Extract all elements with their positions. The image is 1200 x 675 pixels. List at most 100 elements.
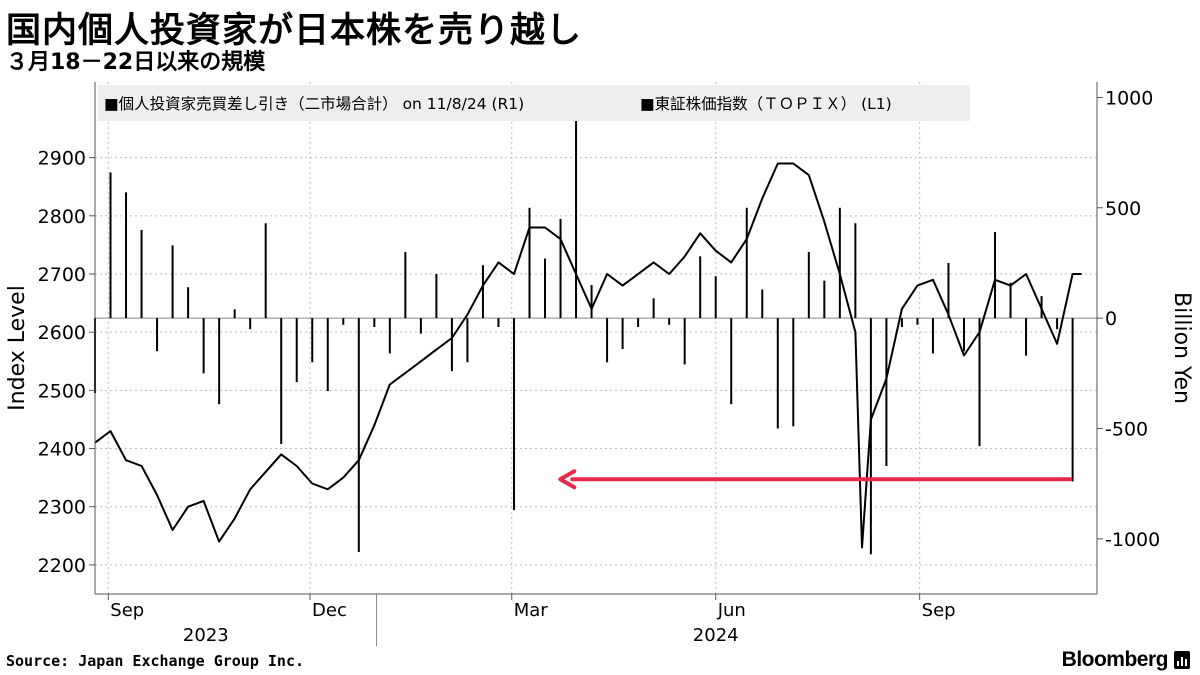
bar-mark: [435, 274, 438, 319]
bar-mark: [419, 318, 422, 334]
bar-mark: [357, 318, 360, 553]
left-tick-label: 2900: [38, 148, 86, 170]
line-series: [94, 162, 1082, 549]
bar-series: [94, 112, 1074, 555]
bar-mark: [326, 318, 329, 391]
x-tick-label: Mar: [514, 600, 549, 621]
legend-entry-bar: ■個人投資家売買差し引き（二市場合計） on 11/8/24 (R1): [104, 95, 524, 113]
bar-mark: [109, 172, 112, 319]
bar-mark: [931, 318, 934, 354]
right-axis-title: Billion Yen: [1169, 292, 1194, 404]
bar-mark: [838, 207, 841, 319]
bar-mark: [668, 318, 671, 325]
bar-mark: [295, 318, 298, 383]
bar-mark: [528, 207, 531, 319]
topix-line: [94, 162, 1082, 549]
left-arrow-icon: [558, 469, 577, 490]
bar-mark: [311, 318, 314, 363]
bar-mark: [233, 309, 236, 319]
bar-mark: [140, 229, 143, 319]
bar-mark: [792, 318, 795, 427]
right-tick-label: 1000: [1105, 87, 1153, 109]
bar-mark: [994, 232, 997, 319]
x-tick-label: Jun: [717, 600, 746, 621]
bar-mark: [280, 318, 283, 444]
year-label: 2024: [693, 625, 739, 646]
bar-mark: [512, 318, 515, 511]
bar-mark: [342, 318, 345, 325]
legend-box: [98, 85, 970, 121]
bar-mark: [1056, 318, 1059, 330]
bar-mark: [544, 258, 547, 319]
left-tick-label: 2300: [38, 497, 86, 519]
bar-mark: [450, 318, 453, 372]
bar-mark: [807, 251, 810, 319]
bar-mark: [652, 298, 655, 319]
bar-mark: [388, 318, 391, 354]
legend-entry-line: ■東証株価指数（ＴＯＰＩＸ） (L1): [640, 95, 892, 113]
bar-mark: [730, 318, 733, 405]
annotations: [558, 469, 1073, 490]
bar-mark: [699, 256, 702, 319]
bar-mark: [202, 318, 205, 374]
axes: 2200 2300 2400 2500 2600 2700 2800 2900 1000 500 0…: [5, 82, 1194, 646]
bar-mark: [466, 318, 469, 363]
bar-mark: [1009, 282, 1012, 319]
bar-mark: [404, 251, 407, 319]
bar-mark: [373, 318, 376, 327]
brand-logo: Bloomberg: [1061, 648, 1169, 671]
bar-mark: [125, 192, 128, 319]
bar-mark: [264, 223, 267, 319]
right-tick-label: -1000: [1105, 529, 1160, 551]
source-note: Source: Japan Exchange Group Inc.: [6, 652, 305, 670]
bar-mark: [156, 318, 159, 352]
bar-mark: [621, 318, 624, 350]
bar-mark: [187, 287, 190, 319]
left-tick-label: 2200: [38, 555, 86, 577]
bar-mark: [761, 289, 764, 319]
bar-mark: [869, 318, 872, 555]
bar-mark: [1025, 318, 1028, 356]
left-tick-label: 2700: [38, 264, 86, 286]
bar-mark: [823, 280, 826, 319]
year-label: 2023: [183, 625, 229, 646]
x-tick-label: Dec: [312, 600, 347, 621]
left-tick-label: 2600: [38, 322, 86, 344]
left-tick-label: 2800: [38, 206, 86, 228]
bar-mark: [606, 318, 609, 363]
bar-mark: [776, 318, 779, 429]
bar-mark: [171, 245, 174, 319]
bar-mark: [481, 265, 484, 319]
legend: ■個人投資家売買差し引き（二市場合計） on 11/8/24 (R1) ■東証株価…: [98, 85, 970, 121]
bar-mark: [575, 112, 578, 319]
bar-mark: [947, 262, 950, 319]
bar-mark: [885, 318, 888, 466]
left-axis-title: Index Level: [5, 285, 30, 411]
left-tick-label: 2500: [38, 380, 86, 402]
bar-mark: [854, 223, 857, 319]
bar-mark: [745, 207, 748, 319]
bar-mark: [916, 318, 919, 325]
bar-mark: [218, 318, 221, 405]
grid-layer: [95, 82, 1097, 594]
right-tick-label: -500: [1105, 418, 1148, 440]
bar-mark: [249, 318, 252, 330]
chart-title: 国内個人投資家が日本株を売り越し: [6, 10, 583, 51]
bar-mark: [1071, 318, 1074, 482]
bar-mark: [962, 318, 965, 352]
bar-mark: [590, 285, 593, 319]
bar-mark: [497, 318, 500, 327]
right-tick-label: 500: [1105, 198, 1141, 220]
bar-mark: [978, 318, 981, 447]
chart-subtitle: ３月18－22日以来の規模: [6, 50, 266, 75]
bar-mark: [900, 318, 903, 327]
bar-mark: [559, 218, 562, 319]
bar-mark: [637, 318, 640, 327]
right-tick-label: 0: [1105, 308, 1117, 330]
bloomberg-terminal-icon: [1174, 651, 1190, 669]
bar-mark: [714, 276, 717, 319]
bar-mark: [683, 318, 686, 365]
x-tick-label: Sep: [110, 600, 144, 621]
